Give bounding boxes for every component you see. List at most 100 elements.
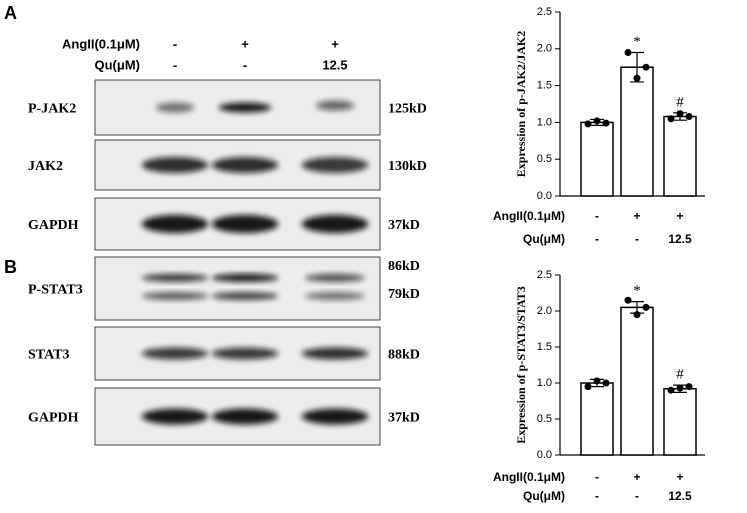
panel-label: A [4, 3, 17, 23]
x-tick-label: - [635, 489, 639, 503]
data-point [593, 377, 601, 385]
data-point [593, 117, 601, 125]
blot-band [305, 273, 365, 282]
condition-value: - [173, 36, 177, 51]
x-tick-label: 12.5 [668, 489, 692, 503]
x-tick-label: - [595, 470, 599, 484]
blot-name: P-STAT3 [28, 283, 83, 298]
y-tick-label: 0.0 [537, 449, 552, 461]
data-point [676, 384, 684, 392]
blot-band [141, 157, 209, 173]
condition-label: Qu(μM) [95, 57, 141, 72]
blot-band [301, 215, 369, 233]
blot-band [301, 408, 369, 425]
data-point [624, 48, 632, 56]
y-tick-label: 2.5 [537, 269, 552, 281]
y-tick-label: 2.0 [537, 305, 552, 317]
blot-band [211, 408, 279, 425]
data-point [676, 110, 684, 118]
data-point [642, 303, 650, 311]
bar [580, 382, 614, 456]
blot-band [211, 157, 279, 173]
x-tick-label: + [676, 470, 683, 484]
x-tick-label: - [635, 232, 639, 246]
blot-band [218, 102, 272, 113]
blot-band [211, 273, 279, 282]
x-row-label: Qu(μM) [523, 232, 565, 246]
blot-name: GAPDH [28, 218, 79, 233]
data-point [633, 311, 641, 319]
x-tick-label: + [676, 209, 683, 223]
bar [580, 121, 614, 197]
x-tick-label: - [595, 209, 599, 223]
y-tick-label: 1.0 [537, 377, 552, 389]
blot-size: 37kD [388, 411, 420, 426]
x-row-label: AngII(0.1μM) [493, 209, 565, 223]
condition-value: + [241, 36, 249, 51]
y-tick-label: 0.5 [537, 413, 552, 425]
data-point [633, 74, 641, 82]
x-tick-label: 12.5 [668, 232, 692, 246]
condition-value: + [331, 36, 339, 51]
significance: # [676, 94, 684, 110]
blot-band [305, 292, 365, 301]
blot-band [211, 292, 279, 301]
y-tick-label: 0.0 [537, 190, 552, 202]
y-tick-label: 2.5 [537, 6, 552, 18]
data-point [667, 115, 675, 123]
blot-name: P-JAK2 [28, 102, 76, 117]
x-row-label: AngII(0.1μM) [493, 470, 565, 484]
x-tick-label: + [633, 209, 640, 223]
y-tick-label: 1.0 [537, 116, 552, 128]
blot-size: 125kD [388, 102, 427, 117]
blot-band [301, 347, 369, 360]
data-point [584, 120, 592, 128]
data-point [602, 119, 610, 127]
bar [663, 388, 697, 456]
data-point [642, 63, 650, 71]
bar [620, 306, 654, 456]
data-point [685, 113, 693, 121]
condition-value: 12.5 [322, 57, 347, 72]
x-tick-label: + [633, 470, 640, 484]
blot-band [155, 102, 195, 113]
data-point [602, 379, 610, 387]
x-row-label: Qu(μM) [523, 489, 565, 503]
bar [620, 66, 654, 197]
blot-size: 86kD [388, 259, 420, 274]
y-tick-label: 2.0 [537, 43, 552, 55]
blot-band [301, 157, 369, 173]
y-tick-label: 1.5 [537, 341, 552, 353]
y-tick-label: 1.5 [537, 80, 552, 92]
blot-band [141, 215, 209, 233]
y-axis-label: Expression of p-JAK2/JAK2 [514, 31, 528, 177]
blot-name: STAT3 [28, 348, 70, 363]
blot-size: 88kD [388, 348, 420, 363]
blot-name: JAK2 [28, 159, 63, 174]
data-point [624, 296, 632, 304]
y-axis-label: Expression of p-STAT3/STAT3 [514, 286, 528, 444]
data-point [685, 383, 693, 391]
significance: * [633, 283, 641, 299]
data-point [667, 386, 675, 394]
x-tick-label: - [595, 489, 599, 503]
blot-band [211, 215, 279, 233]
blot-band [315, 100, 355, 111]
panel-label: B [4, 257, 17, 277]
blot-band [141, 408, 209, 425]
blot-size: 37kD [388, 218, 420, 233]
condition-value: - [243, 57, 247, 72]
condition-label: AngII(0.1μM) [62, 36, 140, 51]
blot-frame [94, 256, 381, 321]
blot-name: GAPDH [28, 411, 79, 426]
blot-size: 130kD [388, 159, 427, 174]
blot-band [141, 292, 209, 301]
x-tick-label: - [595, 232, 599, 246]
bar [663, 115, 697, 197]
significance: # [676, 367, 684, 383]
y-tick-label: 0.5 [537, 153, 552, 165]
blot-band [141, 347, 209, 360]
blot-band [211, 347, 279, 360]
condition-value: - [173, 57, 177, 72]
